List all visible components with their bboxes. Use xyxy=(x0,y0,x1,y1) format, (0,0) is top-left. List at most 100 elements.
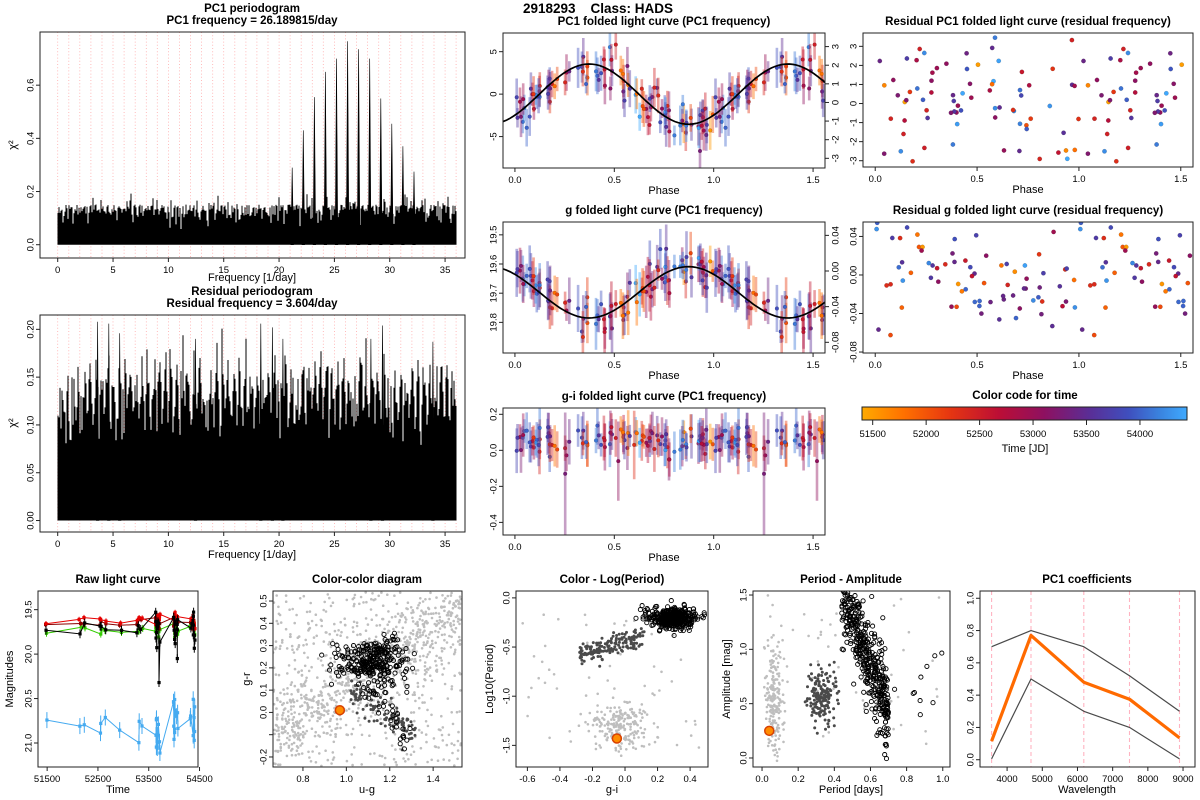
svg-text:-3: -3 xyxy=(831,154,842,162)
svg-text:0.0: 0.0 xyxy=(618,774,631,785)
svg-text:25: 25 xyxy=(329,265,340,276)
svg-text:-0.2: -0.2 xyxy=(489,478,500,494)
svg-text:-5: -5 xyxy=(489,132,500,140)
pc1-folded-title: PC1 folded light curve (PC1 frequency) xyxy=(557,16,771,28)
svg-text:3: 3 xyxy=(831,44,842,49)
svg-text:1.0: 1.0 xyxy=(707,360,720,371)
svg-text:1: 1 xyxy=(831,81,842,86)
svg-text:19.5: 19.5 xyxy=(489,226,500,245)
raw-light-curve-ylabel: Magnitudes xyxy=(4,650,16,708)
svg-text:-0.2: -0.2 xyxy=(259,749,270,765)
pc1-folded-xlabel: Phase xyxy=(648,185,680,197)
svg-text:0.04: 0.04 xyxy=(831,226,842,245)
raw-light-curve-xlabel: Time xyxy=(105,784,131,796)
svg-text:0.5: 0.5 xyxy=(970,360,983,371)
svg-text:0.04: 0.04 xyxy=(849,227,860,246)
svg-text:0: 0 xyxy=(849,101,860,106)
svg-text:1.5: 1.5 xyxy=(1174,360,1187,371)
svg-text:-0.6: -0.6 xyxy=(519,774,535,785)
residual-periodogram-ylabel: χ² xyxy=(7,418,19,428)
pc1-coefficients-title: PC1 coefficients xyxy=(1042,574,1132,586)
g-folded-title: g folded light curve (PC1 frequency) xyxy=(565,205,763,217)
svg-text:35: 35 xyxy=(440,539,451,550)
svg-text:-0.08: -0.08 xyxy=(831,331,842,353)
svg-text:0.20: 0.20 xyxy=(26,320,37,339)
svg-text:5: 5 xyxy=(489,49,500,54)
svg-text:0.4: 0.4 xyxy=(259,617,270,630)
svg-text:0.2: 0.2 xyxy=(259,661,270,674)
svg-text:0.0: 0.0 xyxy=(869,174,882,185)
color-logperiod-ylabel: Log10(Period) xyxy=(484,644,496,714)
svg-text:0.05: 0.05 xyxy=(26,463,37,482)
time-colorbar-title: Color code for time xyxy=(972,390,1078,402)
svg-text:0.5: 0.5 xyxy=(608,360,621,371)
svg-text:-3: -3 xyxy=(849,156,860,164)
svg-text:20.0: 20.0 xyxy=(24,645,35,664)
svg-text:0.10: 0.10 xyxy=(26,416,37,435)
svg-text:-2: -2 xyxy=(831,135,842,143)
svg-text:19.5: 19.5 xyxy=(24,600,35,619)
svg-text:0.2: 0.2 xyxy=(26,185,37,198)
svg-text:0.2: 0.2 xyxy=(489,408,500,421)
svg-text:0.5: 0.5 xyxy=(608,175,621,186)
svg-text:2: 2 xyxy=(849,63,860,68)
raw-light-curve-title: Raw light curve xyxy=(75,574,161,586)
svg-text:52500: 52500 xyxy=(966,429,992,440)
svg-text:1.0: 1.0 xyxy=(707,542,720,553)
svg-text:-0.04: -0.04 xyxy=(849,303,860,325)
svg-text:21.0: 21.0 xyxy=(24,734,35,753)
svg-text:1.0: 1.0 xyxy=(340,774,353,785)
svg-text:1.5: 1.5 xyxy=(1174,174,1187,185)
svg-text:0.4: 0.4 xyxy=(26,132,37,145)
residual-periodogram-subtitle: Residual frequency = 3.604/day xyxy=(166,298,338,310)
g-folded-xlabel: Phase xyxy=(648,370,680,382)
svg-text:-1.0: -1.0 xyxy=(502,688,513,704)
svg-text:19.7: 19.7 xyxy=(489,284,500,303)
color-logperiod-xlabel: g-i xyxy=(605,784,619,796)
svg-text:1.5: 1.5 xyxy=(806,175,819,186)
svg-text:1.5: 1.5 xyxy=(806,542,819,553)
svg-text:54000: 54000 xyxy=(1127,429,1153,440)
svg-text:53500: 53500 xyxy=(136,774,162,785)
svg-text:-0.04: -0.04 xyxy=(831,296,842,318)
residual-pc1-folded-xlabel: Phase xyxy=(1012,184,1044,196)
svg-text:5: 5 xyxy=(110,265,115,276)
svg-text:15: 15 xyxy=(218,539,229,550)
gi-folded-title: g-i folded light curve (PC1 frequency) xyxy=(561,391,767,403)
svg-text:1.5: 1.5 xyxy=(806,360,819,371)
svg-text:3: 3 xyxy=(849,44,860,49)
pc1-periodogram-title: PC1 periodogram xyxy=(204,3,300,15)
svg-text:-1: -1 xyxy=(849,118,860,126)
svg-text:0.15: 0.15 xyxy=(26,368,37,387)
svg-text:-2: -2 xyxy=(849,137,860,145)
svg-text:30: 30 xyxy=(384,539,395,550)
svg-text:-1.5: -1.5 xyxy=(502,737,513,753)
svg-text:0.0: 0.0 xyxy=(502,591,513,604)
pc1-periodogram-xlabel: Frequency [1/day] xyxy=(207,272,297,284)
svg-text:-0.2: -0.2 xyxy=(584,774,600,785)
svg-text:51500: 51500 xyxy=(34,774,60,785)
svg-text:0.2: 0.2 xyxy=(651,774,664,785)
color-logperiod-title: Color - Log(Period) xyxy=(559,574,665,586)
svg-text:0.5: 0.5 xyxy=(970,174,983,185)
svg-text:0.0: 0.0 xyxy=(259,706,270,719)
svg-text:0: 0 xyxy=(489,91,500,96)
svg-text:0.0: 0.0 xyxy=(26,238,37,251)
svg-text:2: 2 xyxy=(831,63,842,68)
period-amplitude-title: Period - Amplitude xyxy=(800,574,902,586)
svg-text:0.0: 0.0 xyxy=(508,542,521,553)
pc1-periodogram-ylabel: χ² xyxy=(7,140,19,150)
color-color-title: Color-color diagram xyxy=(312,574,422,586)
svg-text:0.0: 0.0 xyxy=(508,175,521,186)
residual-g-folded-title: Residual g folded light curve (residual … xyxy=(892,205,1164,217)
svg-text:0.0: 0.0 xyxy=(869,360,882,371)
period-amplitude-xlabel: Period [days] xyxy=(818,784,884,796)
svg-text:0: 0 xyxy=(831,100,842,105)
svg-text:10: 10 xyxy=(163,539,174,550)
svg-text:52000: 52000 xyxy=(913,429,939,440)
svg-text:10: 10 xyxy=(163,265,174,276)
svg-text:-0.4: -0.4 xyxy=(552,774,568,785)
svg-text:54500: 54500 xyxy=(186,774,212,785)
